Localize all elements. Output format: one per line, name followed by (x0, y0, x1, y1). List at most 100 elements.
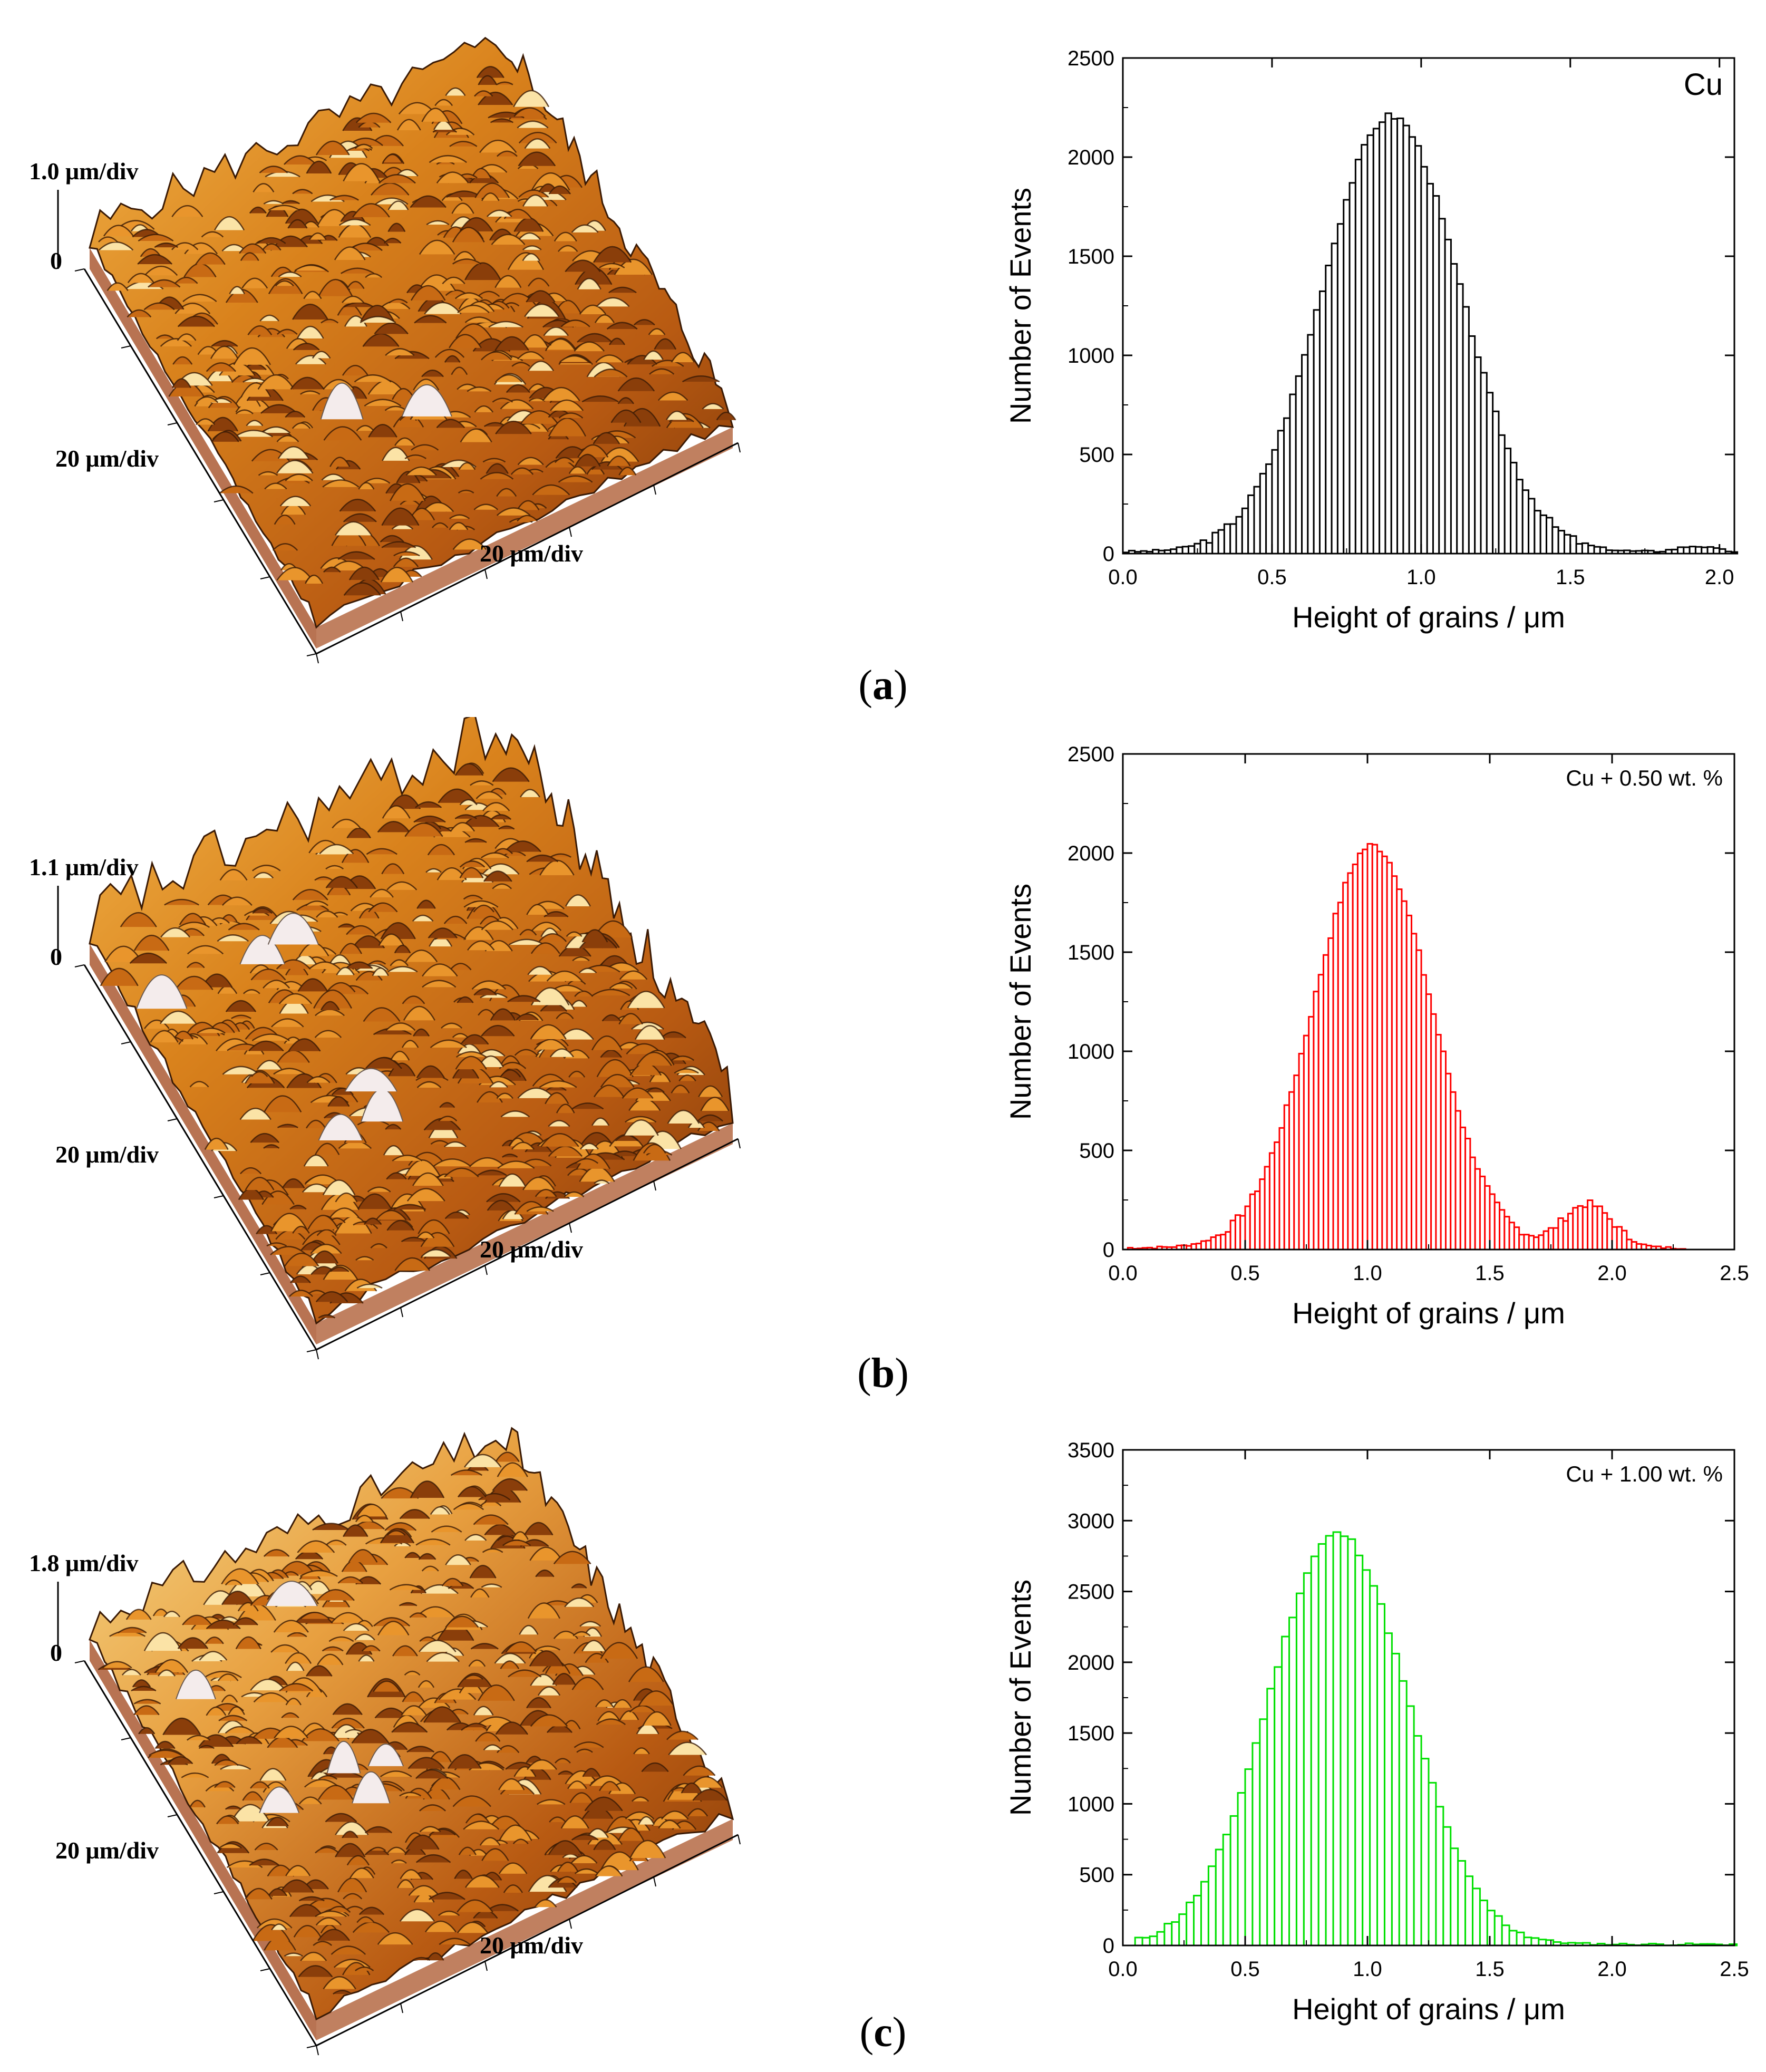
bar (1399, 1681, 1406, 1945)
bar (1344, 200, 1350, 554)
y-tick-label: 0 (1103, 1238, 1114, 1262)
y-tick-label: 3500 (1068, 1439, 1114, 1462)
bar (1406, 1706, 1414, 1945)
bar (1296, 376, 1302, 554)
bar (1475, 357, 1481, 554)
bar (1318, 1544, 1326, 1945)
caption-c: (c) (0, 2009, 1766, 2057)
bar (1272, 450, 1278, 554)
y-tick-label: 1500 (1068, 941, 1114, 964)
afm-x-tick (738, 1835, 740, 1844)
y-tick-label: 2000 (1068, 146, 1114, 169)
bar (1540, 515, 1546, 554)
bar (1319, 291, 1325, 554)
afm-x-tick (401, 612, 403, 621)
afm-y-tick (75, 269, 84, 271)
bar (1547, 518, 1552, 554)
afm-y-tick (121, 346, 131, 348)
x-tick-label: 0.0 (1108, 1262, 1138, 1285)
bar (1481, 373, 1487, 554)
y-axis-label: Number of Events (1004, 1580, 1037, 1816)
bar (1439, 219, 1445, 554)
bar (1487, 393, 1492, 554)
bar (1535, 511, 1540, 554)
bar (1314, 310, 1319, 554)
bar (1436, 1807, 1443, 1945)
afm-x-scale-label: 20 μm/div (480, 540, 583, 567)
bar (1363, 1570, 1370, 1945)
bar (1421, 167, 1427, 554)
bar (1564, 535, 1570, 554)
afm-x-tick (569, 1223, 571, 1233)
bar (1308, 335, 1314, 554)
x-tick-label: 0.0 (1108, 1958, 1138, 1981)
y-tick-label: 1500 (1068, 245, 1114, 268)
bar (1695, 547, 1701, 554)
bar (1278, 431, 1284, 554)
afm-x-tick (654, 485, 656, 495)
bar (1415, 146, 1421, 554)
chart-legend-title: Cu + 0.50 wt. % (1566, 766, 1723, 790)
bar (1457, 284, 1463, 554)
bar (1194, 1895, 1201, 1945)
afm-x-tick (738, 443, 740, 452)
bar (1266, 464, 1272, 554)
bar (1509, 1931, 1517, 1945)
bar (1377, 1604, 1385, 1945)
bar (1487, 1911, 1495, 1945)
x-tick-label: 1.0 (1353, 1262, 1382, 1285)
bar (1677, 547, 1683, 554)
y-tick-label: 1500 (1068, 1722, 1114, 1745)
bar (1707, 547, 1713, 554)
y-tick-label: 500 (1079, 443, 1114, 467)
x-tick-label: 1.5 (1556, 566, 1585, 589)
afm-y-tick (168, 1119, 177, 1121)
bar (1451, 264, 1457, 554)
bar (1414, 1736, 1421, 1945)
y-tick-label: 0 (1103, 543, 1114, 566)
bar (1398, 118, 1403, 554)
bar (1690, 547, 1695, 554)
bar (1427, 183, 1433, 554)
x-tick-label: 1.0 (1353, 1958, 1382, 1981)
bar (1177, 547, 1182, 554)
bar (1179, 1914, 1187, 1945)
bar (1480, 1901, 1487, 1945)
bar (1429, 1783, 1436, 1945)
bar (1511, 462, 1517, 554)
x-tick-label: 1.5 (1475, 1262, 1505, 1285)
afm-x-tick (654, 1181, 656, 1190)
bar (1355, 1555, 1363, 1945)
bar (1570, 536, 1576, 554)
afm-x-scale-label: 20 μm/div (480, 1932, 583, 1959)
bar (1201, 1882, 1208, 1945)
bar (1157, 1932, 1165, 1945)
afm-y-scale-label: 20 μm/div (55, 445, 159, 472)
x-tick-label: 2.0 (1597, 1262, 1627, 1285)
bar (1469, 336, 1474, 554)
bar (1304, 1573, 1311, 1945)
bar (1529, 499, 1535, 554)
afm-x-tick (569, 1919, 571, 1929)
bar (1326, 1536, 1333, 1945)
chart-legend-title: Cu + 1.00 wt. % (1566, 1461, 1723, 1486)
afm-x-tick (738, 1139, 740, 1148)
bars (1123, 113, 1738, 554)
bar (1341, 1536, 1348, 1945)
x-axis-label: Height of grains / μm (1292, 1296, 1565, 1330)
afm-x-tick (569, 527, 571, 537)
bar (1713, 548, 1719, 554)
afm-z-scale-label: 1.8 μm/div (29, 1550, 139, 1576)
bar (1212, 532, 1218, 554)
bar (1348, 1539, 1355, 1945)
afm-y-tick (260, 1273, 270, 1275)
bar (1558, 531, 1564, 554)
x-tick-label: 0.5 (1230, 1262, 1260, 1285)
afm-z-scale-label: 1.1 μm/div (29, 854, 139, 880)
bar (1421, 1759, 1429, 1945)
bar (1403, 125, 1409, 554)
